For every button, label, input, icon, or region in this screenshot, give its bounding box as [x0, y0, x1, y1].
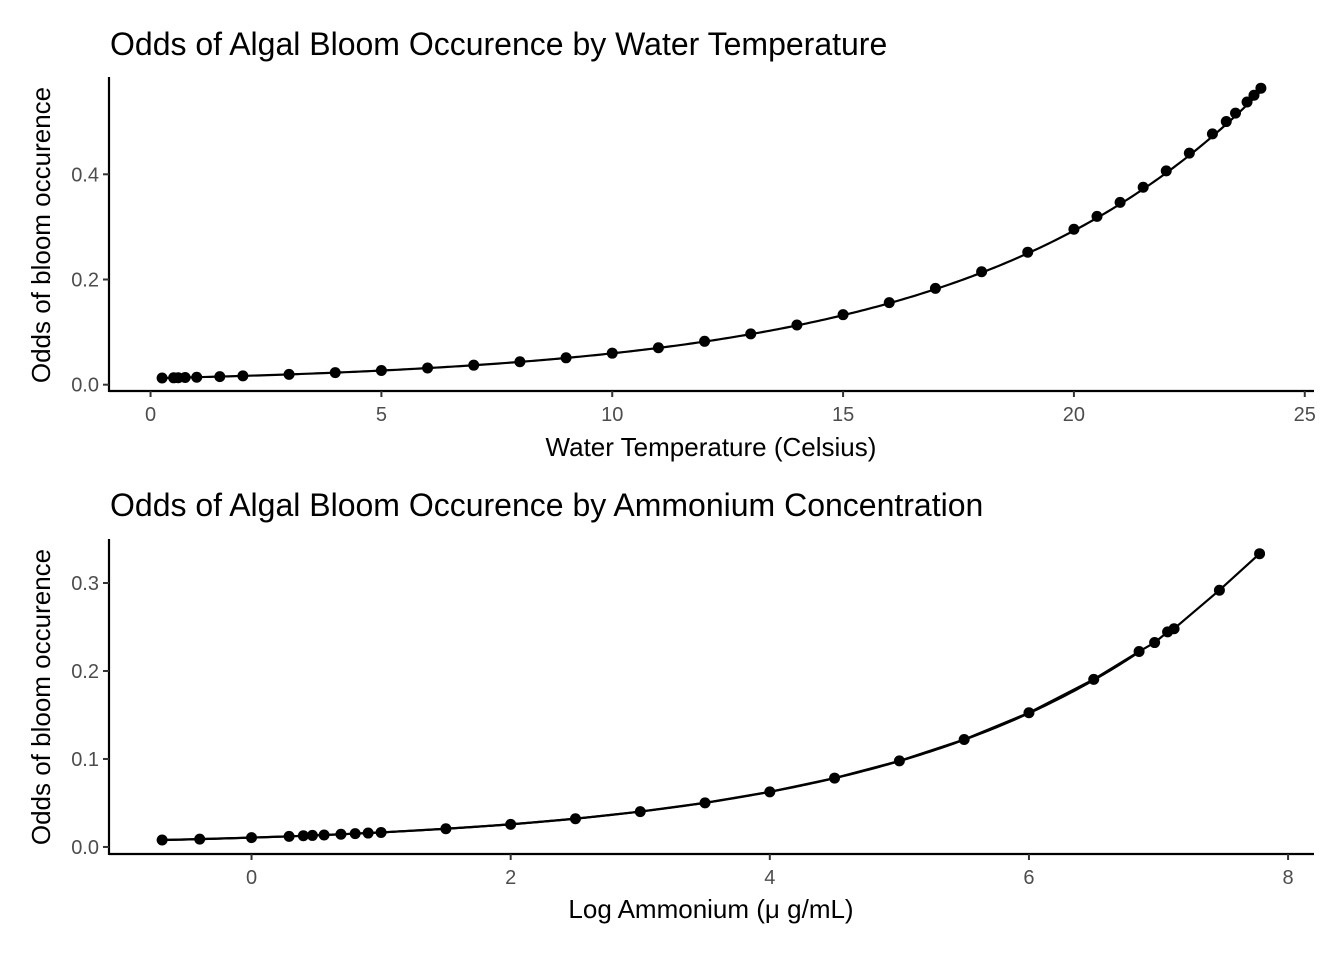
data-point	[1068, 223, 1080, 235]
data-point	[1133, 646, 1145, 658]
data-point	[606, 347, 618, 359]
data-point	[375, 826, 387, 838]
data-point	[362, 827, 374, 839]
data-point	[156, 372, 168, 384]
x-tick-label: 5	[376, 404, 387, 426]
data-point	[1114, 196, 1126, 208]
x-tick-label: 25	[1294, 404, 1316, 426]
data-point	[191, 371, 203, 383]
data-point	[237, 370, 249, 382]
data-point	[297, 830, 309, 842]
data-point	[1241, 96, 1253, 108]
series-line	[162, 552, 1261, 842]
data-point	[156, 834, 168, 846]
data-point	[699, 797, 711, 809]
data-point	[560, 352, 572, 364]
data-point	[958, 734, 970, 746]
data-point	[1213, 584, 1225, 596]
y-axis-label: Odds of bloom occurence	[26, 87, 56, 383]
x-tick-label: 4	[764, 867, 775, 889]
data-point	[1091, 210, 1103, 222]
data-point	[837, 309, 849, 321]
data-point	[652, 342, 664, 354]
y-axis-label: Odds of bloom occurence	[26, 549, 56, 845]
data-point	[1137, 181, 1149, 193]
data-point	[1023, 707, 1035, 719]
data-point	[349, 828, 361, 840]
data-point	[214, 371, 226, 383]
data-point	[505, 818, 517, 830]
data-point	[764, 786, 776, 798]
y-tick-label: 0.2	[71, 269, 99, 291]
chart-title: Odds of Algal Bloom Occurence by Water T…	[110, 26, 887, 62]
data-point	[745, 328, 757, 340]
data-point	[283, 830, 295, 842]
data-point	[1149, 637, 1161, 649]
data-point	[893, 755, 905, 767]
x-tick-label: 2	[505, 867, 516, 889]
data-point	[468, 359, 480, 371]
data-point	[1183, 147, 1195, 159]
x-tick-label: 8	[1283, 867, 1294, 889]
y-tick-label: 0.3	[71, 573, 99, 595]
x-tick-label: 20	[1063, 404, 1085, 426]
data-marks	[156, 82, 1267, 384]
y-tick-label: 0.2	[71, 661, 99, 683]
axis-ticks: 0 5 10 15 20 25 0.0 0.2 0.4	[71, 164, 1316, 426]
data-point	[829, 772, 841, 784]
x-tick-label: 15	[832, 404, 854, 426]
data-point	[1160, 165, 1172, 177]
data-marks	[156, 548, 1266, 846]
data-point	[976, 266, 988, 278]
data-point	[375, 364, 387, 376]
data-point	[422, 362, 434, 374]
x-axis-label: Water Temperature (Celsius)	[546, 432, 877, 462]
x-tick-label: 0	[246, 867, 257, 889]
y-tick-label: 0.0	[71, 375, 99, 397]
chart-title: Odds of Algal Bloom Occurence by Ammoniu…	[110, 487, 983, 523]
data-point	[929, 282, 941, 294]
panel-water-temperature: Odds of Algal Bloom Occurence by Water T…	[26, 26, 1316, 462]
data-point	[1230, 107, 1242, 119]
y-tick-label: 0.0	[71, 837, 99, 859]
data-point	[1220, 116, 1232, 128]
data-point	[329, 367, 341, 379]
data-point	[699, 335, 711, 347]
x-tick-label: 0	[145, 404, 156, 426]
y-tick-label: 0.4	[71, 164, 99, 186]
data-point	[246, 832, 258, 844]
data-point	[514, 356, 526, 368]
data-point	[1255, 82, 1267, 94]
data-point	[791, 319, 803, 331]
data-point	[634, 806, 646, 818]
axis-ticks: 0 2 4 6 8 0.0 0.1 0.2 0.3	[71, 573, 1293, 889]
data-point	[1254, 548, 1266, 560]
y-tick-label: 0.1	[71, 749, 99, 771]
data-point	[179, 372, 191, 384]
panel-ammonium-concentration: Odds of Algal Bloom Occurence by Ammoniu…	[26, 487, 1314, 924]
data-point	[1022, 246, 1034, 258]
data-point	[1248, 89, 1260, 101]
data-point	[283, 368, 295, 380]
data-point	[1168, 623, 1180, 635]
data-point	[1206, 128, 1218, 140]
data-point	[569, 813, 581, 825]
data-point	[335, 828, 347, 840]
x-axis-label: Log Ammonium (μ g/mL)	[568, 894, 853, 924]
data-point	[306, 829, 318, 841]
x-tick-label: 10	[601, 404, 623, 426]
data-point	[440, 823, 452, 835]
x-tick-label: 6	[1023, 867, 1034, 889]
dense-point-band	[160, 90, 1263, 380]
data-point	[883, 297, 895, 309]
data-point	[318, 829, 330, 841]
dense-point-band	[161, 650, 1141, 842]
data-point	[1088, 673, 1100, 685]
data-point	[194, 833, 206, 845]
